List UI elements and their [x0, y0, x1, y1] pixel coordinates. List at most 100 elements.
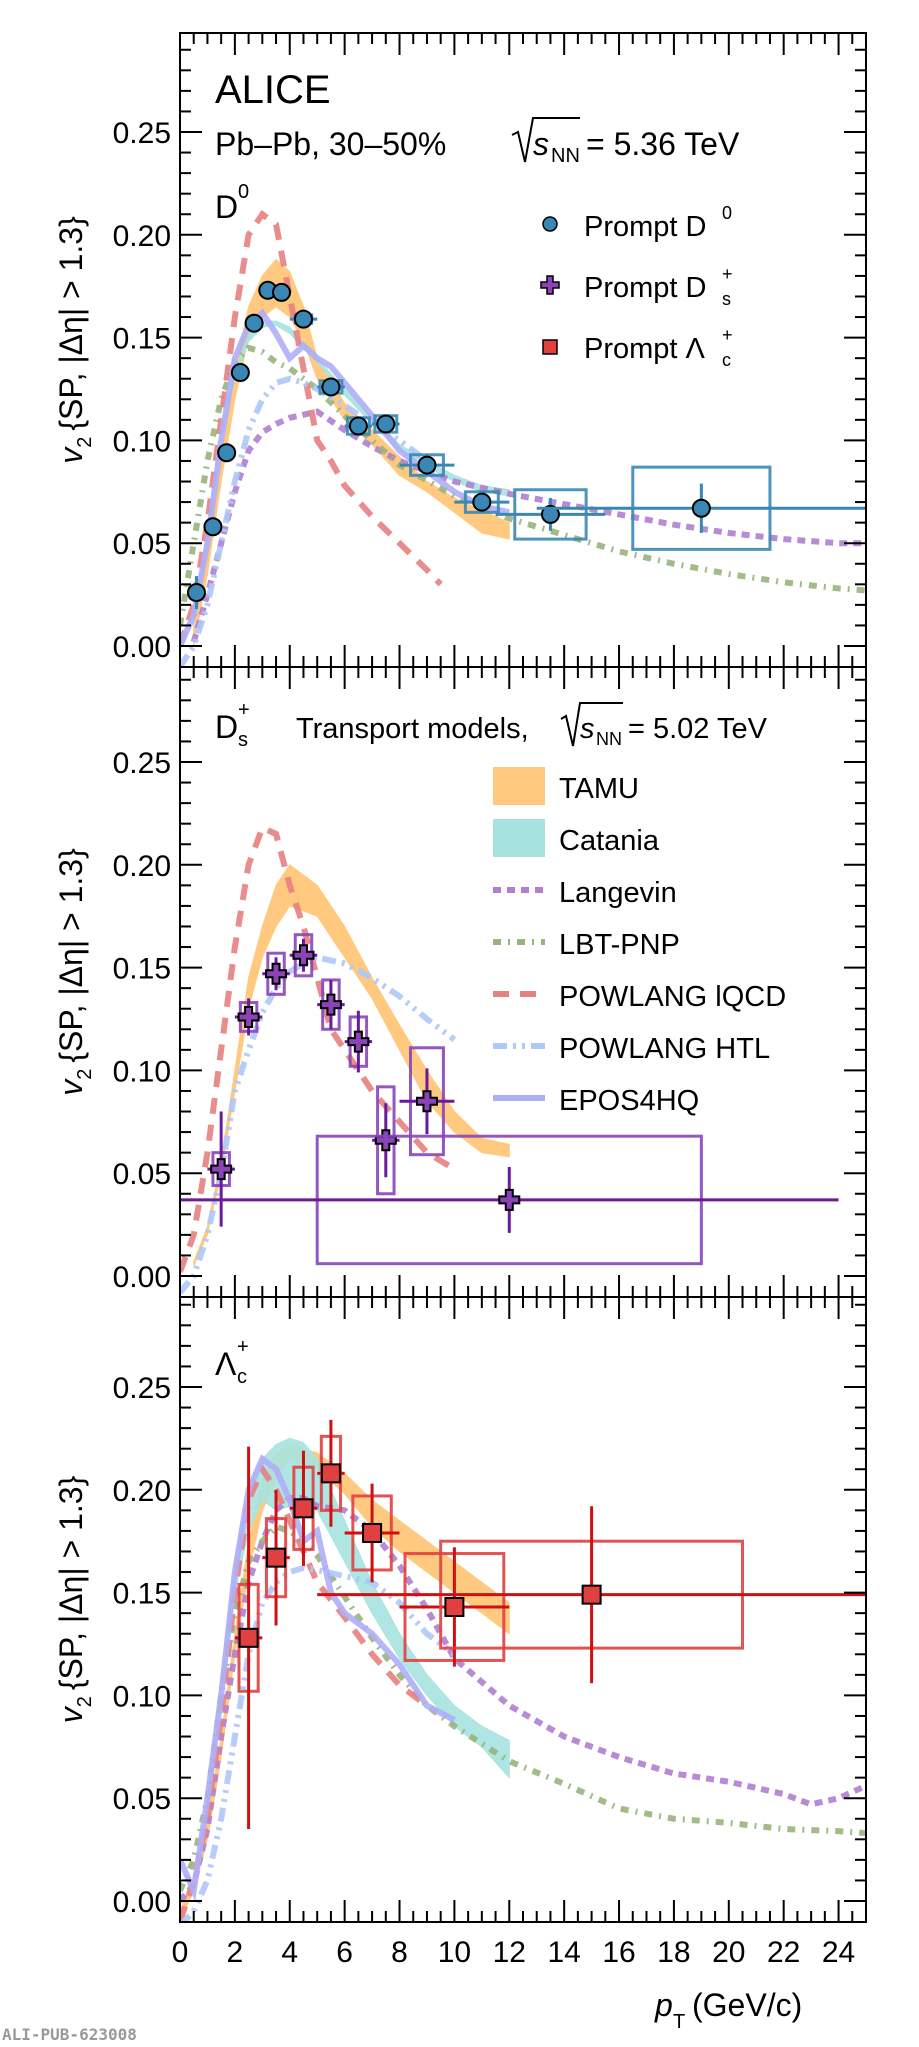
- y-label-rest: {SP, |Δη| > 1.3}: [53, 848, 89, 1063]
- models-energy-label: s NN = 5.02 TeV: [560, 702, 768, 749]
- model-tamu-band: [193, 864, 510, 1266]
- circle-marker: [293, 309, 313, 329]
- ds-sub: s: [238, 729, 248, 751]
- experiment-label: ALICE: [215, 68, 331, 112]
- legend-data: Prompt D 0 Prompt D + s Prompt Λ + c: [540, 203, 733, 370]
- x-tick-label: 12: [493, 1936, 526, 1969]
- y-label-sub: 2: [74, 437, 96, 448]
- data-point: [399, 1547, 510, 1667]
- y-label-v: v: [53, 1705, 89, 1723]
- cross-marker: [265, 962, 288, 985]
- legend-sup: +: [722, 264, 733, 284]
- model-powlang-lqcd-line: [180, 209, 443, 647]
- legend-item-epos4hq: EPOS4HQ: [493, 1085, 699, 1117]
- legend-item-d0: Prompt D 0: [542, 203, 732, 243]
- y-tick-label: 0.05: [113, 1783, 171, 1816]
- data-d0: [186, 280, 866, 609]
- models-title: Transport models,: [296, 713, 529, 745]
- model-lbt-pnp-line: [180, 344, 866, 626]
- legend-item-langevin: Langevin: [493, 877, 677, 909]
- data-point: [289, 933, 318, 978]
- panel-label-lc: Λ + c: [215, 1336, 249, 1388]
- data-point: [262, 951, 290, 996]
- nn-subscript: NN: [596, 729, 622, 749]
- axes: 0.00 0.05 0.10 0.15 0.20 0.25 0.00 0.05 0.10 0.15…: [113, 32, 867, 1969]
- circle-marker: [244, 313, 264, 333]
- x-tick-label: 22: [767, 1936, 800, 1969]
- y-label-sub: 2: [74, 1069, 96, 1080]
- legend-models: TAMU Catania Langevin LBT-PNP POWLANG lQCD PO…: [493, 767, 786, 1117]
- legend-item-lbt-pnp: LBT-PNP: [493, 929, 680, 961]
- x-tick-label: 0: [172, 1936, 189, 1969]
- cross-marker: [319, 993, 342, 1016]
- x-tick-label: 10: [438, 1936, 471, 1969]
- legend-label: Catania: [559, 825, 660, 857]
- panel-label-ds: D + s: [215, 699, 250, 751]
- legend-label: POWLANG HTL: [559, 1033, 770, 1065]
- y-label-v: v: [53, 1078, 89, 1096]
- circle-marker: [186, 583, 206, 603]
- data-point: [289, 309, 318, 329]
- data-point: [272, 282, 292, 302]
- square-marker: [320, 1463, 341, 1484]
- y-axis-label: v2 {SP, |Δη| > 1.3}: [53, 216, 96, 464]
- model-curves-lc: [180, 1437, 866, 1922]
- panel-label-d0: D 0: [215, 181, 249, 225]
- data-point: [317, 1419, 345, 1527]
- data-point: [344, 416, 373, 436]
- y-label-rest: {SP, |Δη| > 1.3}: [53, 216, 89, 431]
- data-point: [317, 377, 345, 397]
- model-tamu-band: [193, 258, 510, 647]
- sqrt-s-nn-label: s NN = 5.36 TeV: [511, 117, 740, 167]
- legend-circle-marker: [542, 216, 558, 232]
- y-label-sub: 2: [74, 1696, 96, 1707]
- system-text: Pb–Pb, 30–50%: [215, 126, 446, 162]
- model-epos4hq-line: [180, 1454, 456, 1902]
- data-point: [317, 978, 345, 1031]
- data-point: [180, 1134, 839, 1266]
- x-label-sub: T: [673, 2011, 685, 2033]
- model-catania-band: [206, 1437, 510, 1809]
- data-point: [230, 363, 250, 383]
- square-marker: [238, 1627, 259, 1648]
- x-tick-label: 16: [602, 1936, 635, 1969]
- legend-label: POWLANG lQCD: [559, 981, 786, 1013]
- cross-marker: [415, 1090, 438, 1113]
- legend-sup: +: [722, 325, 733, 345]
- panel-lc: [180, 1419, 866, 1922]
- y-axis-labels: v2{SP, |Δη| > 1.3}v2{SP, |Δη| > 1.3}v2{S…: [53, 216, 96, 1723]
- legend-label: Prompt Λ: [584, 333, 706, 365]
- legend-label: Langevin: [559, 877, 677, 909]
- y-tick-label: 0.05: [113, 528, 171, 561]
- models-energy: = 5.02 TeV: [628, 713, 768, 745]
- legend-cross-marker: [540, 275, 560, 295]
- d0-text: D: [215, 189, 238, 225]
- model-powlang-htl-line: [180, 1564, 457, 1922]
- y-tick-label: 0.25: [113, 747, 171, 780]
- y-tick-label: 0.15: [113, 953, 171, 986]
- legend-sub: c: [722, 350, 731, 370]
- data-point: [207, 1111, 235, 1227]
- cross-marker: [292, 944, 315, 967]
- watermark: ALI-PUB-623008: [2, 2025, 137, 2044]
- data-point: [289, 1450, 318, 1566]
- lc-text: Λ: [215, 1346, 237, 1382]
- circle-marker: [230, 363, 250, 383]
- legend-item-powlang-htl: POWLANG HTL: [493, 1033, 770, 1065]
- sqrt-symbol: [511, 117, 580, 163]
- data-point: [262, 1489, 290, 1626]
- data-point: [344, 1483, 400, 1583]
- sqrt-symbol: [560, 702, 623, 747]
- data-point: [454, 490, 510, 514]
- data-point: [344, 1010, 373, 1073]
- circle-marker: [417, 455, 437, 475]
- x-tick-label: 18: [657, 1936, 690, 1969]
- legend-label: TAMU: [559, 773, 639, 805]
- y-label-rest: {SP, |Δη| > 1.3}: [53, 1475, 89, 1690]
- square-marker: [293, 1498, 314, 1519]
- legend-item-tamu: TAMU: [493, 767, 639, 805]
- s-symbol: s: [580, 713, 595, 745]
- square-marker: [444, 1596, 465, 1617]
- legend-sup: 0: [722, 203, 732, 223]
